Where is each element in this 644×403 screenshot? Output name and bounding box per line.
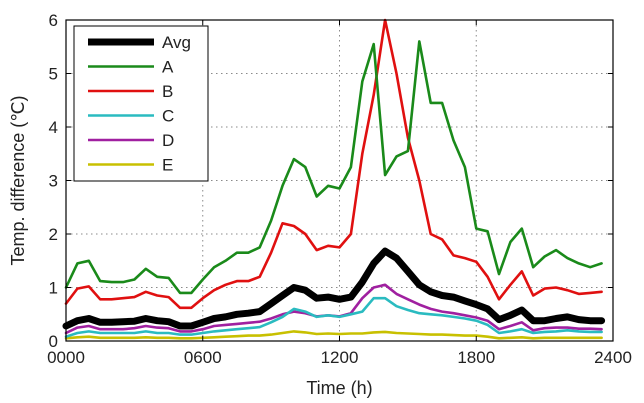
y-tick-label: 0 xyxy=(49,332,58,351)
series-line-a xyxy=(64,40,603,295)
y-tick-label: 3 xyxy=(49,172,58,191)
y-tick-label: 4 xyxy=(49,118,58,137)
y-tick-label: 1 xyxy=(49,279,58,298)
series-line-avg xyxy=(62,247,606,330)
x-tick-label: 0000 xyxy=(47,348,85,367)
series-line-b xyxy=(64,18,603,310)
legend-label-c: C xyxy=(162,107,174,126)
y-tick-label: 6 xyxy=(49,11,58,30)
series-lines xyxy=(62,18,606,340)
y-tick-label: 5 xyxy=(49,65,58,84)
y-axis-title: Temp. difference (℃) xyxy=(8,96,28,266)
legend-box xyxy=(73,25,209,182)
x-tick-label: 0600 xyxy=(184,348,222,367)
x-axis-title: Time (h) xyxy=(306,378,372,398)
series-line-c xyxy=(64,296,603,339)
legend-label-b: B xyxy=(162,82,173,101)
x-tick-label: 1200 xyxy=(321,348,359,367)
legend-label-a: A xyxy=(162,58,174,77)
series-line-e xyxy=(64,330,603,340)
legend-label-d: D xyxy=(162,131,174,150)
axis-ticks: 0000 0600 1200 1800 2400 0 1 2 3 4 5 6 xyxy=(47,11,632,367)
legend-label-e: E xyxy=(162,156,173,175)
y-tick-label: 2 xyxy=(49,225,58,244)
x-tick-label: 1800 xyxy=(457,348,495,367)
x-tick-label: 2400 xyxy=(594,348,632,367)
legend-label-avg: Avg xyxy=(162,33,191,52)
